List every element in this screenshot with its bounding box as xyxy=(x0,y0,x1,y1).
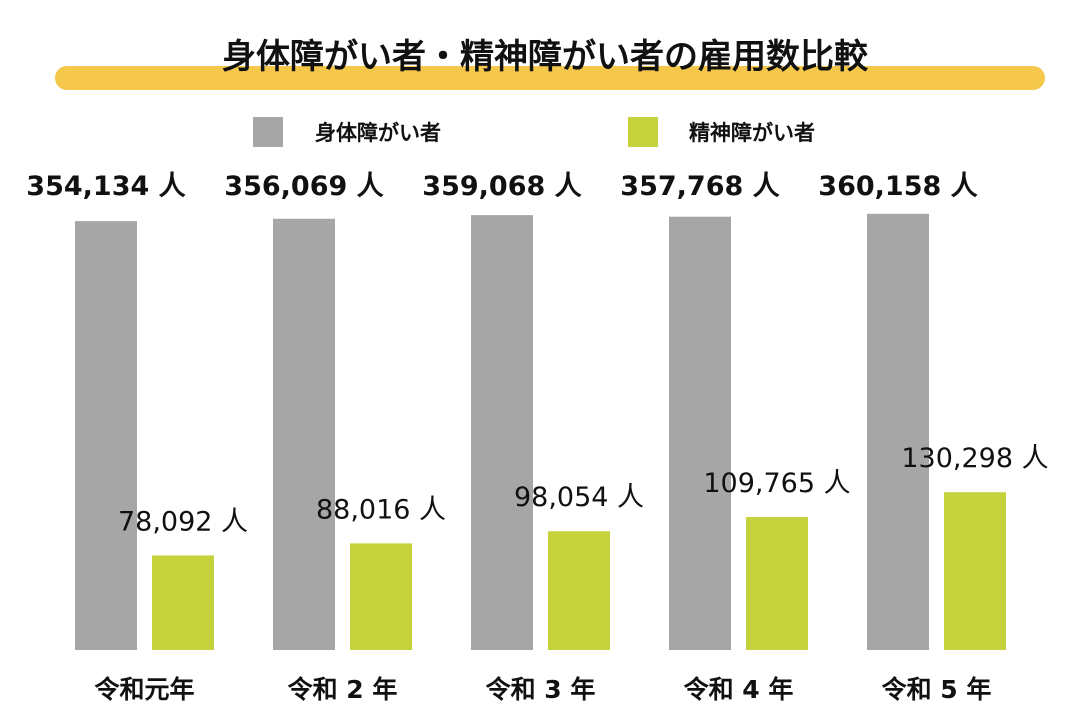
bar-physical-2 xyxy=(273,218,335,651)
bar-physical-3 xyxy=(471,215,533,650)
chart-title: 身体障がい者・精神障がい者の雇用数比較 xyxy=(222,37,869,77)
x-tick-label-3: 令和 3 年 xyxy=(486,675,596,704)
value-label-physical-5: 360,158 人 xyxy=(818,171,977,202)
legend-label-physical: 身体障がい者 xyxy=(315,121,441,145)
value-label-physical-2: 356,069 人 xyxy=(224,171,383,202)
bars-layer xyxy=(75,213,1006,651)
title-underline-bar xyxy=(55,66,1045,90)
bar-mental-4 xyxy=(746,517,808,650)
legend: 身体障がい者 精神障がい者 xyxy=(253,117,815,147)
bar-physical-5 xyxy=(867,213,929,650)
bar-mental-5 xyxy=(944,492,1006,650)
legend-swatch-mental xyxy=(628,117,658,147)
value-label-physical-3: 359,068 人 xyxy=(422,171,581,202)
x-axis-ticks-layer: 令和元年 令和 2 年 令和 3 年 令和 4 年 令和 5 年 xyxy=(94,675,991,704)
x-tick-label-4: 令和 4 年 xyxy=(684,675,794,704)
bar-mental-2 xyxy=(350,543,412,650)
x-tick-label-1: 令和元年 xyxy=(94,675,194,704)
bar-physical-4 xyxy=(669,216,731,651)
value-labels-layer: 354,134 人 78,092 人 356,069 人 88,016 人 359,06… xyxy=(26,171,1048,537)
value-label-mental-2: 88,016 人 xyxy=(316,494,446,525)
x-tick-label-2: 令和 2 年 xyxy=(288,675,398,704)
x-tick-label-5: 令和 5 年 xyxy=(882,675,992,704)
value-label-mental-3: 98,054 人 xyxy=(514,482,644,513)
value-label-mental-5: 130,298 人 xyxy=(901,443,1048,474)
value-label-physical-4: 357,768 人 xyxy=(620,171,779,202)
bar-mental-1 xyxy=(152,555,214,650)
bar-mental-3 xyxy=(548,531,610,650)
legend-label-mental: 精神障がい者 xyxy=(689,121,815,145)
bar-physical-1 xyxy=(75,221,137,650)
value-label-mental-1: 78,092 人 xyxy=(118,506,248,537)
value-label-physical-1: 354,134 人 xyxy=(26,171,185,202)
legend-swatch-physical xyxy=(253,117,283,147)
value-label-mental-4: 109,765 人 xyxy=(703,468,850,499)
